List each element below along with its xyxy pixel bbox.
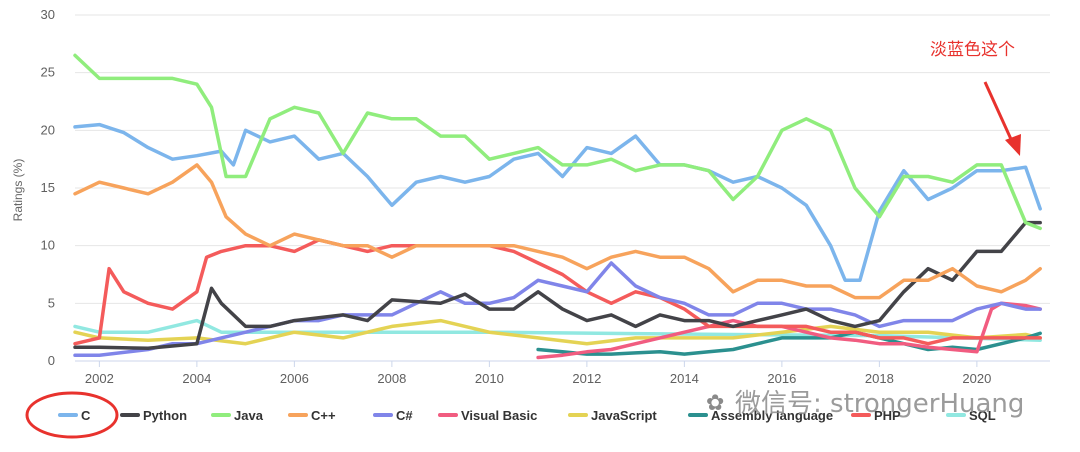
legend-item-c[interactable]: C [58, 408, 91, 423]
y-tick-label: 30 [41, 7, 55, 22]
series-line-python [73, 220, 1042, 351]
watermark-text: 微信号: strongerHuang [735, 389, 1024, 419]
legend-item-sql[interactable]: SQL [946, 408, 996, 423]
legend-label: PHP [874, 408, 901, 423]
series-line-assembly-language [536, 330, 1042, 356]
legend-item-assembly-language[interactable]: Assembly language [688, 408, 833, 423]
legend-label: C++ [311, 408, 336, 423]
series-lines [73, 53, 1042, 360]
legend-label: SQL [969, 408, 996, 423]
legend-label: Assembly language [711, 408, 833, 423]
series-line-c [73, 122, 1042, 283]
legend-item-c-[interactable]: C# [373, 408, 413, 423]
series-line-java [73, 53, 1042, 231]
legend-label: Java [234, 408, 264, 423]
legend-label: Visual Basic [461, 408, 537, 423]
legend-item-visual-basic[interactable]: Visual Basic [438, 408, 537, 423]
x-tick-label: 2002 [85, 371, 114, 386]
legend-item-c-[interactable]: C++ [288, 408, 336, 423]
y-tick-label: 25 [41, 65, 55, 80]
y-axis-label: Ratings (%) [11, 159, 25, 222]
legend-label: JavaScript [591, 408, 657, 423]
series-line-c- [73, 163, 1042, 300]
x-tick-label: 2006 [280, 371, 309, 386]
annotation-text: 淡蓝色这个 [930, 40, 1015, 60]
x-tick-label: 2004 [182, 371, 211, 386]
legend[interactable]: C Python Java C++ C# Visual Basic JavaScript As… [58, 408, 996, 423]
x-tick-label: 2008 [377, 371, 406, 386]
series-line-c- [73, 261, 1042, 357]
y-tick-label: 10 [41, 238, 55, 253]
legend-item-java[interactable]: Java [211, 408, 264, 423]
legend-label: Python [143, 408, 187, 423]
series-line-javascript [73, 318, 1042, 346]
y-tick-label: 0 [48, 353, 55, 368]
gridlines [75, 14, 1050, 362]
legend-label: C# [396, 408, 413, 423]
legend-item-python[interactable]: Python [120, 408, 187, 423]
x-tick-label: 2010 [475, 371, 504, 386]
y-tick-label: 20 [41, 122, 55, 137]
legend-label: C [81, 408, 91, 423]
x-tick-label: 2014 [670, 371, 699, 386]
x-tick-label: 2020 [962, 371, 991, 386]
y-axis-ticks: 0 5 10 15 20 25 30 [41, 7, 55, 368]
watermark: ✿ 微信号: strongerHuang [706, 389, 1024, 419]
x-tick-label: 2018 [865, 371, 894, 386]
legend-highlight-circle [25, 391, 119, 439]
annotation-arrow [983, 81, 1021, 156]
y-tick-label: 5 [48, 295, 55, 310]
y-tick-label: 15 [41, 180, 55, 195]
legend-item-javascript[interactable]: JavaScript [568, 408, 657, 423]
x-axis-ticks: 2002 2004 2006 2008 2010 2012 2014 2016 2018 2020 [85, 361, 991, 386]
x-tick-label: 2012 [572, 371, 601, 386]
series-line-php [73, 238, 1042, 346]
legend-item-php[interactable]: PHP [851, 408, 901, 423]
x-tick-label: 2016 [767, 371, 796, 386]
wechat-icon: ✿ [706, 390, 724, 415]
